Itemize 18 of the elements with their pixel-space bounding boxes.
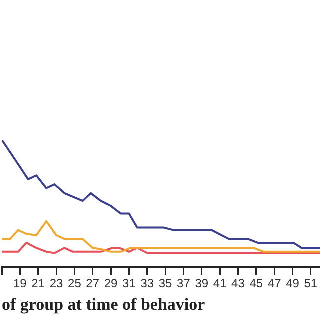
x-tick-label: 35 — [158, 276, 173, 291]
x-tick-label: 23 — [50, 276, 64, 291]
x-tick-label: 43 — [232, 276, 246, 291]
x-tick-label: 37 — [177, 276, 191, 291]
x-tick-label: 21 — [32, 276, 46, 291]
x-tick-label: 31 — [122, 276, 136, 291]
x-tick-label: 41 — [213, 276, 228, 291]
x-tick-label: 25 — [68, 276, 82, 291]
x-tick-label: 33 — [140, 276, 154, 291]
x-tick-label: 27 — [86, 276, 100, 291]
x-tick-label: 51 — [304, 276, 318, 291]
x-tick-label: 29 — [104, 276, 118, 291]
x-tick-label: 47 — [268, 276, 282, 291]
x-tick-label: 19 — [13, 276, 28, 291]
x-tick-label: 39 — [195, 276, 209, 291]
x-tick-label: 45 — [250, 276, 264, 291]
x-axis-title: of group at time of behavior — [2, 295, 206, 314]
x-tick-label: 49 — [286, 276, 300, 291]
